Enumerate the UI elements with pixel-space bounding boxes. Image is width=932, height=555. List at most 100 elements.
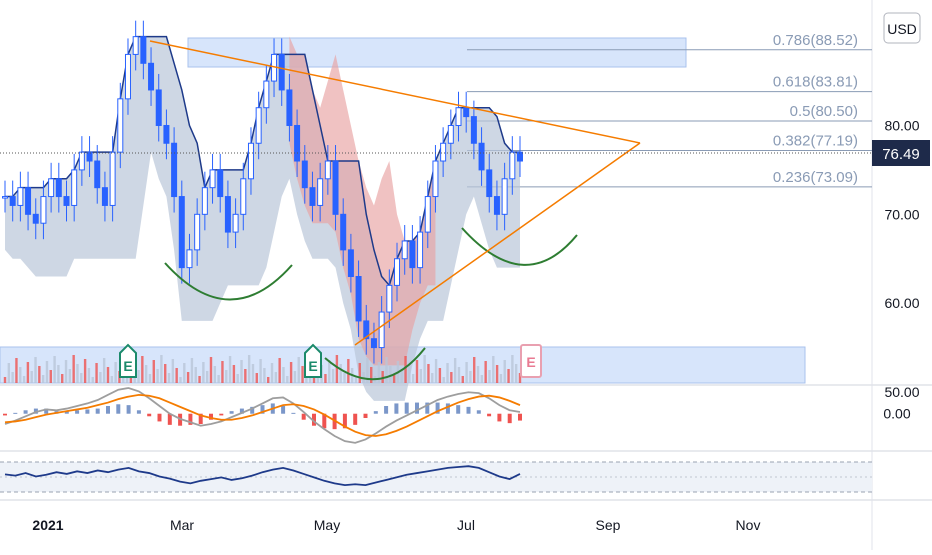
candle[interactable] [48, 178, 55, 198]
volume-bar [217, 375, 220, 383]
candle[interactable] [294, 124, 301, 162]
candle[interactable] [247, 142, 254, 180]
candle[interactable] [178, 196, 185, 269]
candle[interactable] [148, 62, 155, 91]
candle[interactable] [255, 107, 262, 144]
candle[interactable] [424, 196, 431, 233]
candle[interactable] [478, 142, 485, 171]
volume-bar [473, 357, 476, 383]
volume-bar [263, 368, 266, 383]
candle[interactable] [140, 36, 147, 64]
candle[interactable] [501, 178, 508, 215]
volume-bar [106, 367, 110, 383]
candle[interactable] [493, 196, 500, 215]
currency-button[interactable]: USD [883, 12, 921, 44]
candle[interactable] [201, 187, 208, 215]
earnings-marker-upcoming[interactable]: E [520, 344, 542, 378]
candle[interactable] [355, 276, 362, 322]
volume-bar [335, 355, 339, 383]
candle[interactable] [263, 80, 270, 109]
candle[interactable] [186, 249, 193, 269]
earnings-marker[interactable]: E [119, 343, 137, 378]
candle[interactable] [101, 187, 108, 206]
candle[interactable] [163, 124, 170, 144]
candle[interactable] [470, 116, 477, 144]
macd-histogram-bar [157, 413, 162, 422]
candle[interactable] [63, 196, 70, 206]
candle[interactable] [124, 53, 131, 100]
candle[interactable] [301, 160, 308, 189]
candle[interactable] [370, 338, 377, 349]
left-shoulder-arc[interactable] [164, 262, 293, 301]
candle[interactable] [324, 160, 331, 180]
candle[interactable] [309, 187, 316, 206]
volume-bar [41, 375, 45, 383]
candle[interactable] [78, 151, 85, 171]
candle[interactable] [25, 187, 32, 215]
volume-bar [385, 357, 388, 383]
macd-histogram-bar [507, 413, 512, 424]
candle[interactable] [432, 160, 439, 198]
candle[interactable] [486, 169, 493, 198]
macd-axis-tick: 0.00 [883, 406, 910, 422]
candle[interactable] [32, 213, 39, 224]
candle[interactable] [363, 320, 370, 340]
candle[interactable] [286, 89, 293, 126]
candle[interactable] [194, 213, 201, 251]
candle[interactable] [401, 240, 408, 260]
candle[interactable] [155, 89, 162, 126]
candle[interactable] [217, 169, 224, 198]
time-axis-tick: 2021 [32, 517, 63, 533]
candle[interactable] [224, 196, 231, 233]
candle[interactable] [209, 169, 216, 189]
currency-button-label: USD [887, 21, 917, 37]
candle[interactable] [378, 311, 385, 349]
candle[interactable] [332, 160, 339, 215]
candle[interactable] [340, 213, 347, 251]
right-shoulder-arc[interactable] [461, 227, 578, 266]
macd-histogram-bar [44, 408, 49, 414]
candle[interactable] [278, 53, 285, 91]
candle[interactable] [509, 151, 516, 180]
volume-bar [152, 360, 155, 383]
candle[interactable] [40, 196, 47, 224]
candle[interactable] [132, 36, 139, 55]
candle[interactable] [17, 187, 24, 206]
macd-histogram-bar [445, 403, 450, 414]
candle[interactable] [417, 231, 424, 269]
upper-trendline[interactable] [149, 40, 641, 144]
candle[interactable] [463, 107, 470, 118]
candle[interactable] [394, 258, 401, 286]
candle[interactable] [71, 169, 78, 206]
candle[interactable] [455, 107, 462, 126]
volume-bar [114, 362, 117, 383]
lower-trendline[interactable] [354, 142, 641, 346]
volume-bar [102, 358, 106, 383]
candle[interactable] [94, 160, 101, 189]
macd-histogram-bar [126, 405, 131, 414]
candle[interactable] [171, 142, 178, 198]
volume-bar [408, 365, 411, 383]
candle[interactable] [9, 196, 16, 206]
candle[interactable] [117, 98, 124, 153]
head-arc[interactable] [324, 347, 426, 381]
volume-bar [289, 362, 293, 383]
candle[interactable] [409, 240, 416, 269]
fib-target-box[interactable] [187, 37, 687, 68]
candle[interactable] [55, 178, 62, 198]
candle[interactable] [440, 142, 447, 162]
candle[interactable] [447, 124, 454, 144]
candle[interactable] [517, 151, 523, 162]
candle[interactable] [232, 213, 239, 233]
candle[interactable] [109, 151, 116, 206]
earnings-marker[interactable]: E [304, 343, 322, 378]
candle[interactable] [2, 196, 8, 199]
volume-bar [49, 370, 52, 383]
candle[interactable] [386, 284, 393, 313]
candle[interactable] [347, 249, 354, 278]
candle[interactable] [86, 151, 93, 162]
candle[interactable] [317, 178, 324, 206]
volume-bar [453, 358, 457, 383]
candle[interactable] [240, 178, 247, 215]
